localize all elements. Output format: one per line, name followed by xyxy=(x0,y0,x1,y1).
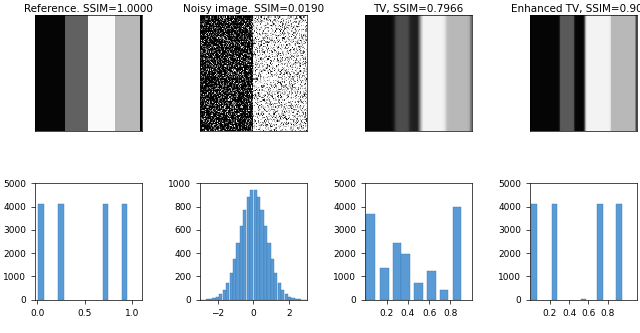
Bar xyxy=(264,226,267,300)
Bar xyxy=(271,259,274,300)
Bar xyxy=(220,294,223,300)
Bar xyxy=(452,207,461,300)
Bar xyxy=(401,254,410,300)
Bar xyxy=(580,299,586,300)
Bar xyxy=(616,204,622,300)
Title: TV, SSIM=0.7966: TV, SSIM=0.7966 xyxy=(373,4,463,14)
Bar xyxy=(278,283,281,300)
Title: Reference. SSIM=1.0000: Reference. SSIM=1.0000 xyxy=(24,4,153,14)
Bar xyxy=(531,204,537,300)
Bar xyxy=(223,290,226,300)
Bar xyxy=(209,299,212,300)
Bar xyxy=(281,290,284,300)
Bar xyxy=(233,259,236,300)
Bar xyxy=(243,210,246,300)
Bar xyxy=(58,204,64,300)
Bar xyxy=(414,283,423,300)
Bar xyxy=(597,204,603,300)
Bar xyxy=(295,299,298,300)
Bar xyxy=(253,190,257,300)
Bar xyxy=(257,197,260,300)
Bar xyxy=(440,290,449,300)
Bar xyxy=(268,243,271,300)
Title: Noisy image. SSIM=0.0190: Noisy image. SSIM=0.0190 xyxy=(183,4,324,14)
Bar xyxy=(366,214,375,300)
Bar xyxy=(427,271,436,300)
Bar xyxy=(552,204,557,300)
Bar xyxy=(380,268,388,300)
Bar xyxy=(226,283,229,300)
Bar xyxy=(260,210,264,300)
Bar xyxy=(102,204,108,300)
Bar xyxy=(38,204,44,300)
Bar xyxy=(122,204,127,300)
Bar xyxy=(216,297,219,300)
Bar xyxy=(236,243,239,300)
Bar xyxy=(250,190,253,300)
Bar xyxy=(212,298,216,300)
Bar xyxy=(291,298,294,300)
Bar xyxy=(247,197,250,300)
Bar xyxy=(393,243,401,300)
Bar xyxy=(288,297,291,300)
Title: Enhanced TV, SSIM=0.9041: Enhanced TV, SSIM=0.9041 xyxy=(511,4,640,14)
Bar xyxy=(285,294,288,300)
Bar xyxy=(240,226,243,300)
Bar xyxy=(274,273,277,300)
Bar xyxy=(230,273,233,300)
